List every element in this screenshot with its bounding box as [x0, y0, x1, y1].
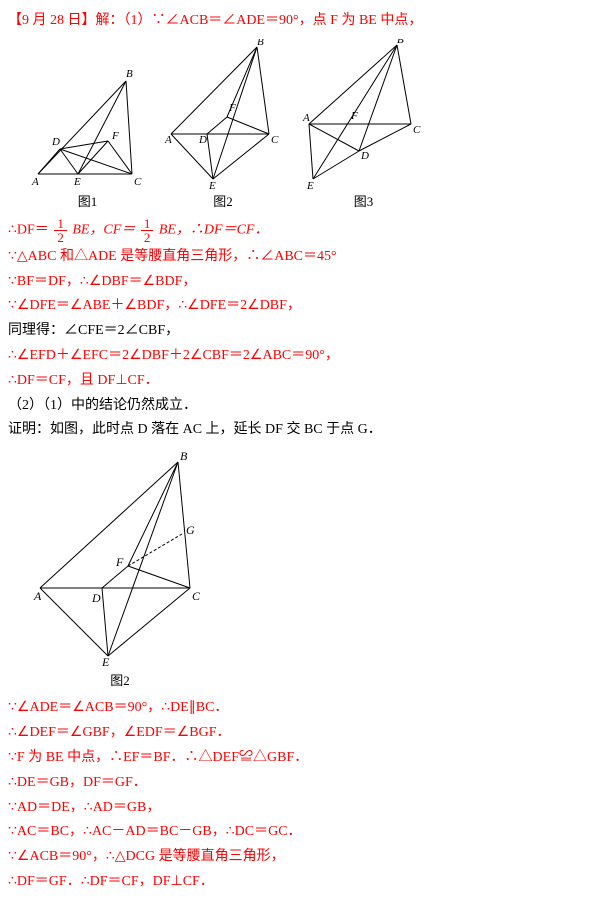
fig1-block: A B C D E F 图1 [30, 59, 145, 213]
line-4: ∵∠DFE＝∠ABE＋∠BDF，∴∠DFE＝2∠DBF， [8, 294, 603, 318]
figure-row-top: A B C D E F 图1 A B C D E F 图2 A B C D E F 图3 [30, 39, 603, 213]
line-1: ∴DF＝ 12 BE，CF＝ 12 BE，∴DF＝CF． [8, 217, 603, 244]
figure-row-mid: A B C D E F G 图2 [30, 448, 603, 692]
svg-text:A: A [33, 589, 42, 603]
frac1-den: 2 [54, 231, 67, 244]
frac1: 12 [54, 217, 67, 244]
svg-text:D: D [51, 136, 60, 148]
frac1-num: 1 [54, 217, 67, 231]
line-10: ∵∠ADE＝∠ACB＝90°，∴DE∥BC． [8, 696, 603, 720]
line-2: ∵△ABC 和△ADE 是等腰直角三角形，∴∠ABC＝45° [8, 245, 603, 269]
svg-text:C: C [413, 124, 421, 136]
line-5: 同理得：∠CFE＝2∠CBF， [8, 319, 603, 343]
svg-text:C: C [271, 134, 279, 146]
svg-text:F: F [350, 110, 358, 122]
fig2-caption: 图2 [163, 191, 283, 213]
line-8: （2）（1）中的结论仍然成立． [8, 394, 603, 418]
fig2-block: A B C D E F 图2 [163, 39, 283, 213]
svg-text:F: F [228, 102, 236, 114]
svg-text:D: D [198, 134, 207, 146]
svg-text:E: E [306, 180, 314, 189]
frac2-den: 2 [141, 231, 154, 244]
line-7: ∴DF＝CF，且 DF⊥CF． [8, 369, 603, 393]
svg-text:C: C [134, 176, 142, 188]
fig3-caption: 图3 [301, 191, 426, 213]
figbig-caption: 图2 [30, 670, 210, 692]
svg-text:A: A [164, 134, 172, 146]
fig3-svg: A B C D E F [301, 39, 426, 189]
fig1-caption: 图1 [30, 191, 145, 213]
svg-text:F: F [111, 130, 119, 142]
line-14: ∵AD＝DE，∴AD＝GB， [8, 796, 603, 820]
figbig-block: A B C D E F G 图2 [30, 448, 210, 692]
svg-text:A: A [31, 176, 39, 188]
line-16: ∵∠ACB＝90°，∴△DCG 是等腰直角三角形， [8, 845, 603, 869]
svg-text:D: D [360, 150, 369, 162]
figbig-svg: A B C D E F G [30, 448, 210, 668]
fig3-block: A B C D E F 图3 [301, 39, 426, 213]
line-13: ∴DE＝GB，DF＝GF． [8, 771, 603, 795]
svg-text:B: B [397, 39, 404, 46]
line-15: ∵AC＝BC，∴AC－AD＝BC－GB，∴DC＝GC． [8, 820, 603, 844]
svg-text:D: D [91, 591, 101, 605]
line-6: ∴∠EFD＋∠EFC＝2∠DBF＋2∠CBF＝2∠ABC＝90°， [8, 344, 603, 368]
svg-text:E: E [73, 176, 81, 188]
line-17: ∴DF＝GF．∴DF＝CF，DF⊥CF． [8, 870, 603, 894]
frac2: 12 [141, 217, 154, 244]
svg-text:E: E [101, 655, 110, 668]
svg-text:B: B [257, 39, 264, 48]
svg-text:B: B [126, 68, 133, 80]
svg-text:G: G [186, 523, 195, 537]
l1c: BE，∴DF＝CF． [159, 223, 269, 238]
line-9: 证明：如图，此时点 D 落在 AC 上，延长 DF 交 BC 于点 G． [8, 418, 603, 442]
line-11: ∴∠DEF＝∠GBF，∠EDF＝∠BGF． [8, 721, 603, 745]
fig1-svg: A B C D E F [30, 59, 145, 189]
line-header: 【9 月 28 日】解：（1）∵∠ACB＝∠ADE＝90°，点 F 为 BE 中… [8, 9, 603, 33]
frac2-num: 1 [141, 217, 154, 231]
svg-text:A: A [302, 112, 310, 124]
svg-text:B: B [180, 449, 188, 463]
fig2-svg: A B C D E F [163, 39, 283, 189]
line-12: ∵F 为 BE 中点，∴EF＝BF．∴△DEF≌△GBF． [8, 746, 603, 770]
svg-text:F: F [115, 555, 124, 569]
line-3: ∵BF＝DF，∴∠DBF＝∠BDF， [8, 270, 603, 294]
svg-text:C: C [192, 589, 201, 603]
l1b: BE，CF＝ [72, 223, 139, 238]
l1a: ∴DF＝ [8, 223, 52, 238]
svg-text:E: E [208, 180, 216, 189]
